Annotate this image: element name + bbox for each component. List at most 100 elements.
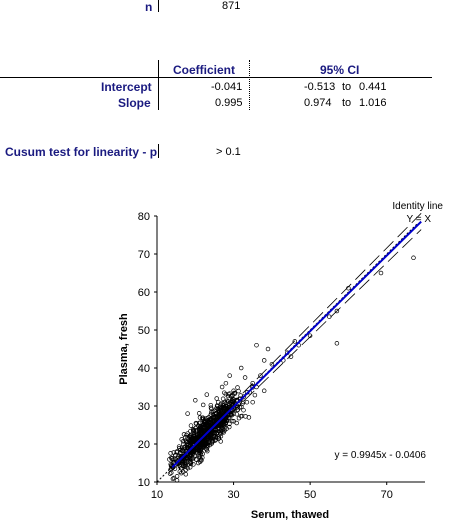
data-point [199, 449, 204, 455]
data-point [221, 407, 227, 412]
data-point [216, 399, 221, 405]
data-point [192, 437, 197, 443]
data-point [173, 456, 178, 461]
data-point [216, 436, 221, 442]
data-point [193, 421, 199, 427]
data-point [170, 476, 176, 482]
cusum-value: > 0.1 [216, 146, 241, 158]
data-point [244, 399, 250, 405]
data-point [240, 401, 245, 406]
data-point [258, 373, 263, 378]
data-point [241, 407, 246, 413]
n-label: n [145, 0, 153, 14]
data-point [231, 419, 236, 424]
data-point [235, 385, 240, 390]
data-point [223, 380, 229, 386]
data-point [235, 407, 240, 413]
cusum-divider [158, 144, 159, 158]
data-point [200, 402, 206, 408]
data-point [204, 392, 210, 397]
data-point [227, 373, 232, 378]
data-point [181, 432, 187, 437]
ci-lower-line [172, 229, 422, 471]
data-point [198, 457, 204, 462]
data-point [231, 411, 236, 417]
data-point [184, 442, 190, 448]
data-point [209, 432, 214, 437]
data-point [171, 450, 176, 455]
data-point [208, 412, 214, 417]
data-points [167, 255, 416, 483]
data-point [250, 399, 255, 405]
data-point [236, 415, 242, 421]
data-point [238, 365, 244, 371]
data-point [250, 380, 255, 386]
intercept-ci-high: 0.441 [359, 81, 387, 93]
data-point [179, 445, 185, 451]
n-divider [158, 0, 159, 12]
data-point [218, 427, 224, 432]
data-point [220, 409, 226, 415]
data-point [213, 437, 219, 443]
x-tick-label: 30 [227, 489, 239, 501]
data-point [212, 415, 217, 420]
data-point [216, 409, 221, 415]
data-point [232, 390, 237, 396]
data-point [205, 423, 210, 429]
data-point [254, 342, 259, 348]
data-point [177, 446, 182, 451]
slope-label: Slope [118, 96, 151, 110]
data-point [199, 445, 205, 451]
data-point [234, 411, 240, 417]
data-point [261, 358, 267, 363]
x-tick-label: 50 [304, 489, 316, 501]
data-point [193, 398, 198, 403]
data-point [216, 434, 221, 439]
data-point [334, 308, 340, 314]
slope-ci-to: to [342, 97, 352, 109]
data-point [234, 397, 240, 403]
slope-ci-low: 0.974 [304, 97, 332, 109]
data-point [179, 470, 184, 476]
data-point [195, 445, 200, 451]
y-axis-title: Plasma, fresh [118, 313, 130, 385]
regression-line [171, 220, 422, 468]
slope-ci-high: 1.016 [359, 97, 387, 109]
data-point [227, 391, 232, 396]
data-point [182, 460, 187, 465]
ci-header: 95% CI [320, 63, 360, 77]
table-header-rule [0, 77, 432, 78]
data-point [221, 430, 226, 435]
data-point [168, 451, 173, 456]
data-point [222, 425, 227, 430]
data-point [187, 454, 193, 459]
data-point [171, 460, 176, 465]
data-point [231, 388, 236, 394]
y-tick-label: 60 [138, 287, 150, 299]
y-tick-label: 30 [138, 401, 150, 413]
data-point [261, 388, 267, 394]
data-point [210, 438, 216, 444]
data-point [184, 451, 189, 456]
data-point [269, 361, 275, 367]
y-tick-label: 70 [138, 249, 150, 261]
data-point [179, 448, 185, 454]
data-point [214, 430, 220, 436]
data-point [214, 410, 219, 416]
fit-lines [156, 220, 422, 483]
intercept-label: Intercept [101, 80, 152, 94]
data-point [174, 474, 180, 479]
data-point [188, 423, 194, 428]
data-point [185, 465, 191, 471]
data-point [228, 400, 234, 405]
data-point [191, 429, 196, 434]
data-point [217, 421, 223, 427]
data-point [242, 375, 248, 380]
data-point [188, 428, 193, 434]
y-tick-label: 10 [138, 477, 150, 489]
data-point [223, 403, 229, 409]
data-point [220, 396, 226, 402]
regression-equation: y = 0.9945x - 0.0406 [335, 450, 427, 461]
y-tick-label: 80 [138, 211, 150, 223]
